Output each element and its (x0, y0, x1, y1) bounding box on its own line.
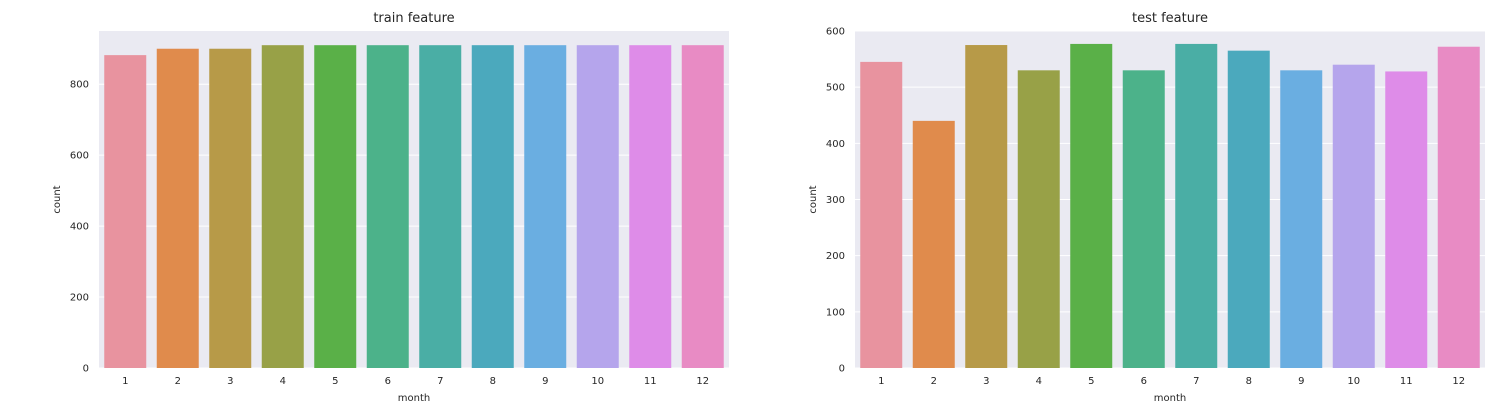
chart-0-ytick-label: 600 (70, 151, 89, 162)
chart-1-xtick-label: 9 (1298, 376, 1304, 387)
chart-1-bar-month-7 (1175, 43, 1218, 368)
chart-1-bar-month-1 (860, 61, 903, 369)
chart-1-xtick-label: 2 (931, 376, 937, 387)
chart-1-xtick-label: 7 (1193, 376, 1199, 387)
chart-0-xtick-label: 6 (385, 376, 391, 387)
chart-1-title: test feature (1132, 11, 1208, 26)
chart-1-x-axis-label: month (1154, 393, 1186, 404)
chart-0-bar-month-7 (419, 45, 462, 368)
chart-0-bar-month-4 (261, 45, 304, 368)
chart-0-ytick-label: 800 (70, 80, 89, 91)
chart-1-xtick-label: 1 (878, 376, 884, 387)
chart-1-bar-month-12 (1437, 46, 1480, 369)
chart-1-bar-month-3 (965, 45, 1008, 369)
chart-0-bar-month-2 (156, 48, 199, 368)
chart-0-ytick-label: 400 (70, 222, 89, 233)
chart-0-ytick-label: 200 (70, 293, 89, 304)
chart-0-xtick-label: 4 (280, 376, 286, 387)
chart-1-xtick-label: 3 (983, 376, 989, 387)
chart-0-bar-month-12 (681, 45, 724, 368)
chart-0-x-axis-label: month (398, 393, 430, 404)
chart-0-bar-month-8 (471, 45, 514, 368)
chart-0-xtick-label: 5 (332, 376, 338, 387)
chart-0-xtick-label: 8 (490, 376, 496, 387)
chart-1-xtick-label: 8 (1246, 376, 1252, 387)
chart-1-ytick-label: 200 (826, 251, 845, 262)
chart-0-xtick-label: 7 (437, 376, 443, 387)
chart-0-xtick-label: 2 (175, 376, 181, 387)
chart-1-ytick-label: 0 (839, 364, 845, 375)
chart-1-bar-month-4 (1017, 70, 1060, 369)
chart-1-xtick-label: 10 (1347, 376, 1360, 387)
chart-1-ytick-label: 100 (826, 307, 845, 318)
chart-0-plot-area (99, 31, 729, 368)
chart-1-y-axis-label: count (808, 185, 819, 213)
chart-0-xtick-label: 12 (696, 376, 709, 387)
chart-0-xtick-label: 1 (122, 376, 128, 387)
chart-0-xtick-label: 3 (227, 376, 233, 387)
chart-0-bar-month-9 (524, 45, 567, 368)
chart-1-xtick-label: 6 (1141, 376, 1147, 387)
chart-0-ytick-label: 0 (83, 364, 89, 375)
chart-1-xtick-label: 5 (1088, 376, 1094, 387)
chart-1-bar-month-2 (912, 120, 955, 368)
chart-1-bar-month-8 (1227, 50, 1270, 369)
chart-0-bar-month-10 (576, 45, 619, 368)
chart-1-ytick-label: 300 (826, 195, 845, 206)
chart-1-bar-month-6 (1122, 70, 1165, 369)
chart-1-bar-month-10 (1332, 64, 1375, 368)
chart-1-bar-month-5 (1070, 43, 1113, 368)
chart-0-xtick-label: 9 (542, 376, 548, 387)
chart-1-ytick-label: 400 (826, 139, 845, 150)
chart-0-bar-month-6 (366, 45, 409, 368)
chart-0-bar-month-3 (209, 48, 252, 368)
chart-0-bar-month-5 (314, 45, 357, 368)
chart-0-title: train feature (373, 11, 454, 26)
chart-1-xtick-label: 12 (1452, 376, 1465, 387)
chart-0-xtick-label: 11 (644, 376, 657, 387)
chart-0-y-axis-label: count (52, 185, 63, 213)
chart-1-xtick-label: 11 (1400, 376, 1413, 387)
chart-1-bar-month-11 (1385, 71, 1428, 368)
chart-1-ytick-label: 500 (826, 83, 845, 94)
chart-1-bar-month-9 (1280, 70, 1323, 369)
chart-0-bar-month-11 (629, 45, 672, 368)
chart-1-ytick-label: 600 (826, 27, 845, 38)
chart-0-bar-month-1 (104, 55, 147, 369)
chart-0-xtick-label: 10 (591, 376, 604, 387)
chart-1-xtick-label: 4 (1036, 376, 1042, 387)
